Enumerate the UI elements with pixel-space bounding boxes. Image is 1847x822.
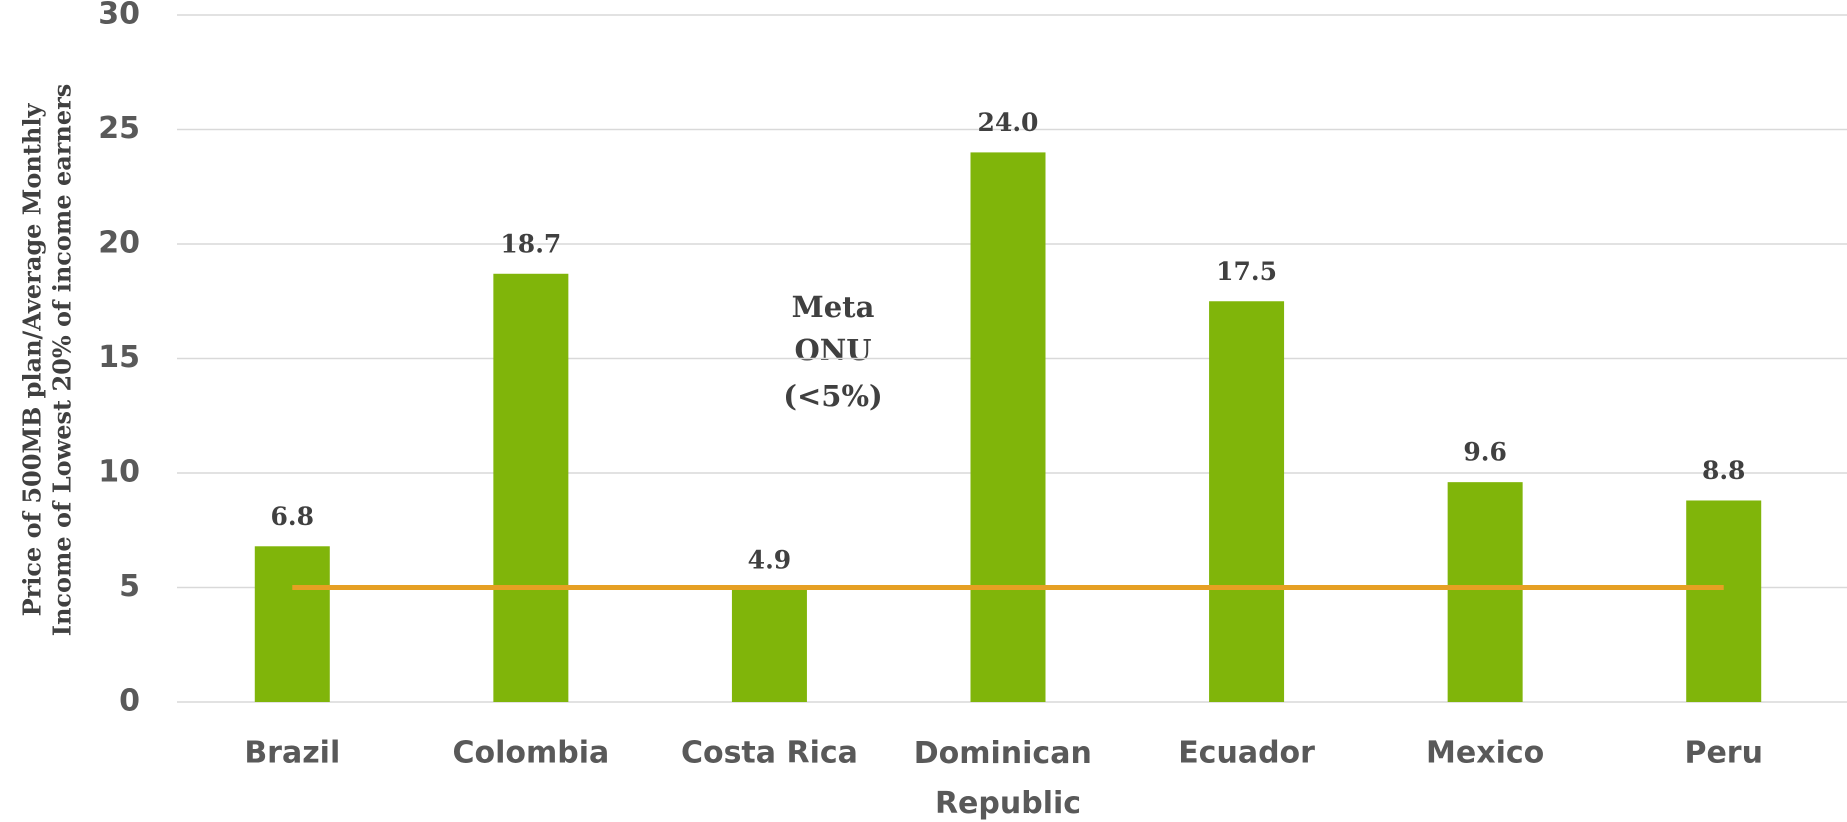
y-tick-label: 30 xyxy=(98,0,140,32)
x-tick-label: Brazil xyxy=(244,736,340,771)
y-tick-label: 10 xyxy=(98,455,140,490)
value-label: 6.8 xyxy=(271,502,315,531)
annotation: ONU xyxy=(794,333,871,367)
y-axis-label: Price of 500MB plan/Average Monthly Inco… xyxy=(18,84,77,637)
bar xyxy=(1447,482,1523,702)
x-tick-label: Costa Rica xyxy=(681,736,858,771)
x-tick-label: Peru xyxy=(1684,736,1763,771)
value-label: 17.5 xyxy=(1216,257,1277,286)
x-tick-label: Colombia xyxy=(452,736,609,771)
y-tick-label: 0 xyxy=(119,684,140,719)
y-tick-label: 5 xyxy=(119,569,140,604)
value-label: 9.6 xyxy=(1463,438,1507,467)
bar xyxy=(1209,301,1285,702)
y-tick-label: 15 xyxy=(98,340,140,375)
x-tick-label: Mexico xyxy=(1426,736,1544,771)
value-label: 4.9 xyxy=(748,545,792,574)
bar xyxy=(1686,500,1762,702)
y-axis-label-line: Income of Lowest 20% of income earners xyxy=(48,84,77,637)
x-tick-label: Dominican Republic xyxy=(914,736,1103,821)
bar xyxy=(254,546,330,702)
y-tick-label: 25 xyxy=(98,111,140,146)
value-label: 8.8 xyxy=(1702,456,1746,485)
y-axis-label-line: Price of 500MB plan/Average Monthly xyxy=(18,103,47,617)
x-tick-label: Ecuador xyxy=(1178,736,1315,771)
annotation: Meta xyxy=(792,290,875,324)
bar xyxy=(493,273,569,702)
bar xyxy=(731,589,807,702)
bar xyxy=(970,152,1046,702)
y-tick-label: 20 xyxy=(98,226,140,261)
value-label: 24.0 xyxy=(978,108,1039,137)
annotation: (<5%) xyxy=(783,379,882,413)
value-label: 18.7 xyxy=(500,229,561,258)
